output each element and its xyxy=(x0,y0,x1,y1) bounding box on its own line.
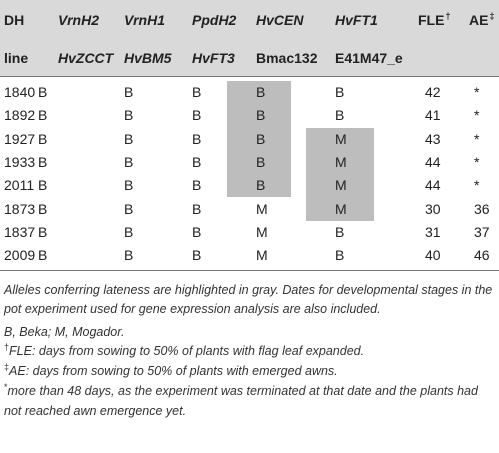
cell-c2: B xyxy=(124,153,134,170)
cell-line: 1840 xyxy=(4,84,36,100)
header-ae-mark: ‡ xyxy=(489,11,495,21)
cell-c1: B xyxy=(38,107,48,124)
cell-c4: M xyxy=(256,223,268,240)
cell-ae: 46 xyxy=(474,247,490,264)
cell-line: 1837 xyxy=(4,223,36,240)
cell-c4: B xyxy=(256,130,266,147)
cell-c1: B xyxy=(38,177,48,194)
table-bottom-rule xyxy=(0,270,499,271)
cell-c2: B xyxy=(124,84,134,100)
cell-c1: B xyxy=(38,200,48,217)
cell-c3: B xyxy=(192,223,202,240)
cell-c5: M xyxy=(335,200,347,217)
header-bmac132: Bmac132 xyxy=(256,50,318,66)
note-star-text: more than 48 days, as the experiment was… xyxy=(4,384,478,418)
cell-fle: 41 xyxy=(425,107,441,124)
note-fle-text: FLE: days from sowing to 50% of plants w… xyxy=(9,344,365,358)
note-star-mark: * xyxy=(4,382,8,392)
note-star: *more than 48 days, as the experiment wa… xyxy=(4,382,496,421)
header-vrnh2: VrnH2 xyxy=(58,12,99,28)
cell-c5: B xyxy=(335,84,345,100)
cell-ae: 36 xyxy=(474,200,490,217)
cell-c4: M xyxy=(256,200,268,217)
header-fle-mark: † xyxy=(445,11,451,21)
cell-c1: B xyxy=(38,223,48,240)
cell-c4: B xyxy=(256,84,266,100)
header-fle-label: FLE xyxy=(418,12,445,28)
header-vrnh1: VrnH1 xyxy=(124,12,165,28)
cell-c3: B xyxy=(192,107,202,124)
cell-c3: B xyxy=(192,84,202,100)
note-fle: †FLE: days from sowing to 50% of plants … xyxy=(4,342,496,362)
highlight-hvft1 xyxy=(306,128,374,221)
cell-line: 2011 xyxy=(4,177,35,194)
cell-c3: B xyxy=(192,200,202,217)
header-fle: FLE† xyxy=(418,11,451,30)
header-dh: DH xyxy=(4,12,25,28)
cell-c3: B xyxy=(192,153,202,170)
header-hvft1: HvFT1 xyxy=(335,12,378,28)
cell-line: 2009 xyxy=(4,247,36,264)
cell-c2: B xyxy=(124,200,134,217)
cell-line: 1933 xyxy=(4,153,36,170)
header-ae-label: AE xyxy=(469,12,489,28)
header-ppdh2: PpdH2 xyxy=(192,12,237,28)
cell-c1: B xyxy=(38,130,48,147)
cell-line: 1892 xyxy=(4,107,36,124)
note-lateness: Alleles conferring lateness are highligh… xyxy=(4,283,493,316)
cell-ae: * xyxy=(474,107,480,124)
header-divider xyxy=(0,76,499,77)
cell-c3: B xyxy=(192,247,202,264)
cell-fle: 44 xyxy=(425,177,441,194)
header-ae: AE‡ xyxy=(469,11,495,30)
note-ae-text: AE: days from sowing to 50% of plants wi… xyxy=(9,364,338,378)
cell-fle: 30 xyxy=(425,200,441,217)
cell-c1: B xyxy=(38,84,48,100)
cell-ae: 37 xyxy=(474,223,490,240)
cell-c2: B xyxy=(124,247,134,264)
cell-c3: B xyxy=(192,177,202,194)
table-header-background xyxy=(0,0,499,76)
cell-c4: B xyxy=(256,107,266,124)
cell-c1: B xyxy=(38,153,48,170)
note-legend: B, Beka; M, Mogador. xyxy=(4,325,125,339)
header-hvbm5: HvBM5 xyxy=(124,50,172,66)
cell-ae: * xyxy=(474,153,480,170)
table-footnotes: Alleles conferring lateness are highligh… xyxy=(4,281,496,421)
cell-fle: 43 xyxy=(425,130,441,147)
cell-c2: B xyxy=(124,130,134,147)
cell-fle: 31 xyxy=(425,223,441,240)
note-fle-mark: † xyxy=(4,342,10,352)
cell-line: 1873 xyxy=(4,200,36,217)
cell-c2: B xyxy=(124,107,134,124)
cell-c2: B xyxy=(124,177,134,194)
header-hvcen: HvCEN xyxy=(256,12,304,28)
header-hvzcct: HvZCCT xyxy=(58,50,114,66)
cell-ae: * xyxy=(474,177,480,194)
cell-fle: 42 xyxy=(425,84,441,100)
cell-ae: * xyxy=(474,130,480,147)
header-e41m47e: E41M47_e xyxy=(335,50,403,66)
cell-c5: M xyxy=(335,130,347,147)
header-line: line xyxy=(4,50,29,66)
cell-c4: B xyxy=(256,153,266,170)
cell-line: 1927 xyxy=(4,130,36,147)
cell-c1: B xyxy=(38,247,48,264)
cell-c2: B xyxy=(124,223,134,240)
cell-c3: B xyxy=(192,130,202,147)
highlight-hvcen xyxy=(227,81,291,197)
cell-ae: * xyxy=(474,84,480,100)
note-ae: ‡AE: days from sowing to 50% of plants w… xyxy=(4,362,496,382)
cell-c5: B xyxy=(335,247,345,264)
cell-c5: B xyxy=(335,107,345,124)
cell-c4: B xyxy=(256,177,266,194)
cell-c5: M xyxy=(335,153,347,170)
cell-c5: M xyxy=(335,177,347,194)
note-ae-mark: ‡ xyxy=(4,362,10,372)
header-hvft3: HvFT3 xyxy=(192,50,235,66)
cell-fle: 40 xyxy=(425,247,441,264)
cell-c4: M xyxy=(256,247,268,264)
cell-fle: 44 xyxy=(425,153,441,170)
cell-c5: B xyxy=(335,223,345,240)
